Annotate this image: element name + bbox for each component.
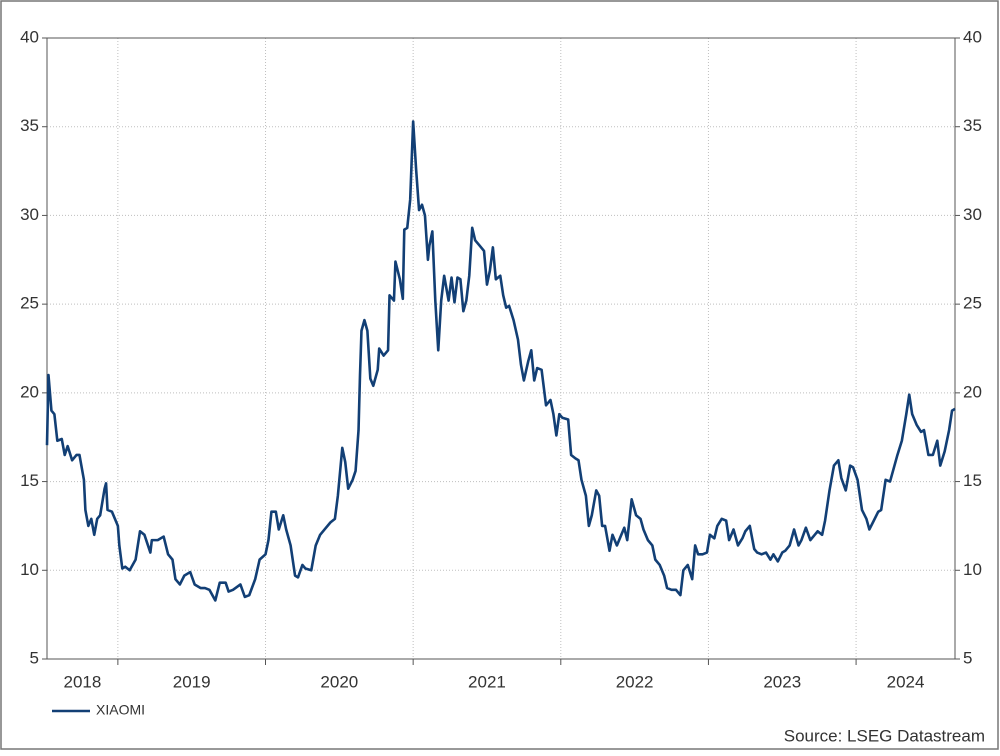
y-tick-label: 10	[20, 560, 39, 579]
x-tick-label: 2020	[320, 672, 358, 691]
line	[45, 120, 956, 602]
y2-tick-label: 25	[963, 294, 982, 313]
x-tick-label: 2024	[887, 672, 925, 691]
x-tick-label: 2018	[64, 672, 102, 691]
y2-tick-label: 5	[963, 648, 972, 667]
y-tick-label: 5	[30, 648, 39, 667]
y2-tick-label: 40	[963, 27, 982, 46]
y-tick-label: 30	[20, 205, 39, 224]
plot-border	[46, 37, 956, 660]
y-tick-label: 20	[20, 382, 39, 401]
y-tick-label: 40	[20, 27, 39, 46]
y2-tick-label: 10	[963, 560, 982, 579]
x-tick-label: 2021	[468, 672, 506, 691]
x-tick-label: 2023	[763, 672, 801, 691]
x-tick-label: 2022	[616, 672, 654, 691]
y-tick-label: 25	[20, 294, 39, 313]
y-tick-label: 35	[20, 116, 39, 135]
source: Source: LSEG Datastream	[784, 726, 985, 745]
y2-tick-label: 35	[963, 116, 982, 135]
legend-label: XIAOMI	[96, 702, 145, 718]
x-tick-label: 2019	[173, 672, 211, 691]
y2-tick-label: 30	[963, 205, 982, 224]
y2-tick-label: 15	[963, 471, 982, 490]
y-tick-label: 15	[20, 471, 39, 490]
y2-tick-label: 20	[963, 382, 982, 401]
